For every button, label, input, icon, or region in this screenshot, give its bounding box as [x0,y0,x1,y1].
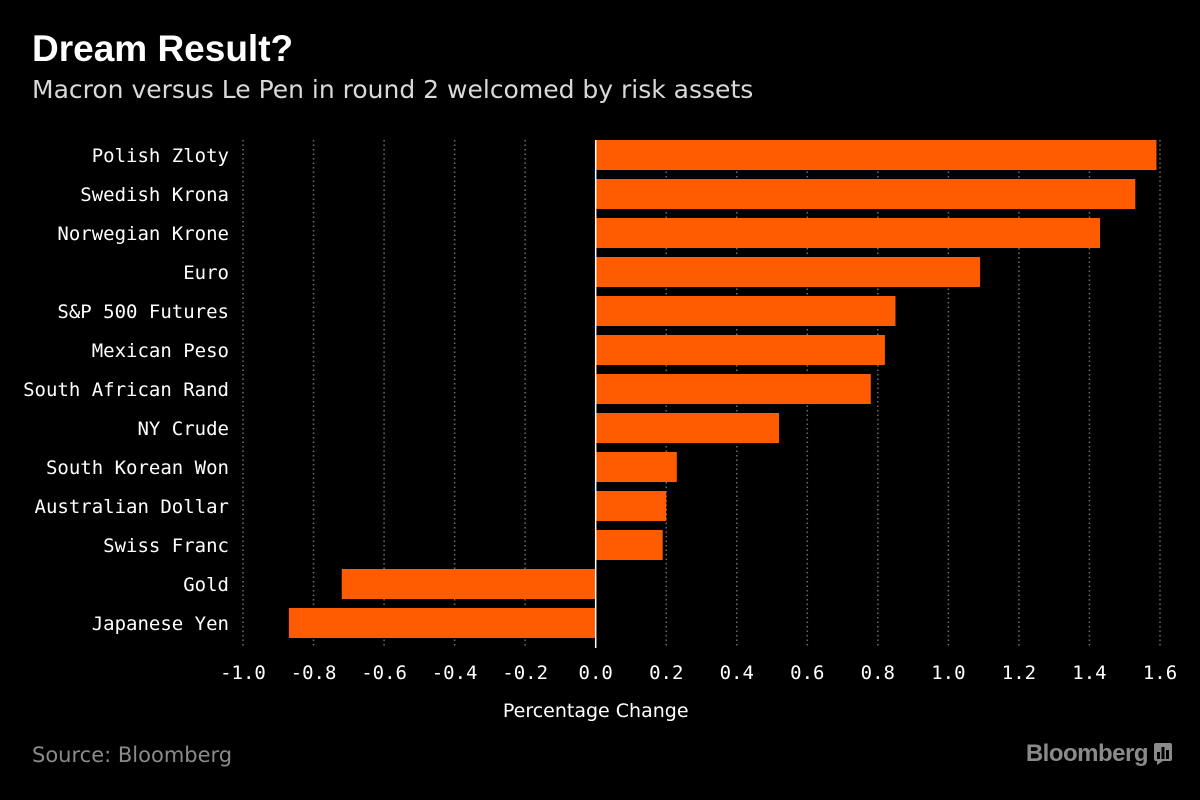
x-tick-label: -0.2 [502,662,548,684]
bar [595,140,1157,170]
brand-name: Bloomberg [1025,740,1149,767]
category-label: Gold [183,574,229,596]
bar [595,530,663,560]
bar [595,335,885,365]
bar [595,413,780,443]
category-label: Swiss Franc [103,535,229,557]
bar [595,491,667,521]
x-tick-label: 0.2 [649,662,683,684]
x-tick-label: 0.0 [579,662,613,684]
x-tick-label: -1.0 [220,662,266,684]
category-label: Japanese Yen [92,613,229,635]
x-tick-label: -0.8 [291,662,337,684]
x-tick-label: 1.0 [931,662,965,684]
category-label: S&P 500 Futures [57,301,229,323]
chart-subtitle: Macron versus Le Pen in round 2 welcomed… [32,75,754,104]
category-label: South African Rand [23,379,229,401]
x-tick-label: 1.4 [1072,662,1106,684]
bloomberg-chart-icon [1154,743,1172,765]
x-tick-label: -0.6 [361,662,407,684]
x-tick-label: 1.6 [1143,662,1177,684]
category-label: Norwegian Krone [57,223,229,245]
bar [595,374,871,404]
bar [595,296,896,326]
category-label: NY Crude [137,418,229,440]
x-axis-label: Percentage Change [503,700,689,722]
category-label: South Korean Won [46,457,229,479]
bar [595,257,981,287]
x-tick-label: 1.2 [1002,662,1036,684]
bar [595,179,1136,209]
category-label: Swedish Krona [80,184,229,206]
bar [288,608,596,638]
x-tick-label: 0.6 [790,662,824,684]
x-tick-label: 0.4 [720,662,754,684]
x-tick-label: -0.4 [432,662,478,684]
bar [595,218,1101,248]
x-tick-label: 0.8 [861,662,895,684]
chart-title: Dream Result? [32,28,294,69]
category-label: Polish Zloty [92,145,229,167]
category-label: Euro [183,262,229,284]
category-label: Mexican Peso [92,340,229,362]
bar [595,452,677,482]
brand-logo: Bloomberg [1026,740,1172,768]
category-label: Australian Dollar [35,496,229,518]
source-note: Source: Bloomberg [32,743,233,767]
bar [341,569,596,599]
